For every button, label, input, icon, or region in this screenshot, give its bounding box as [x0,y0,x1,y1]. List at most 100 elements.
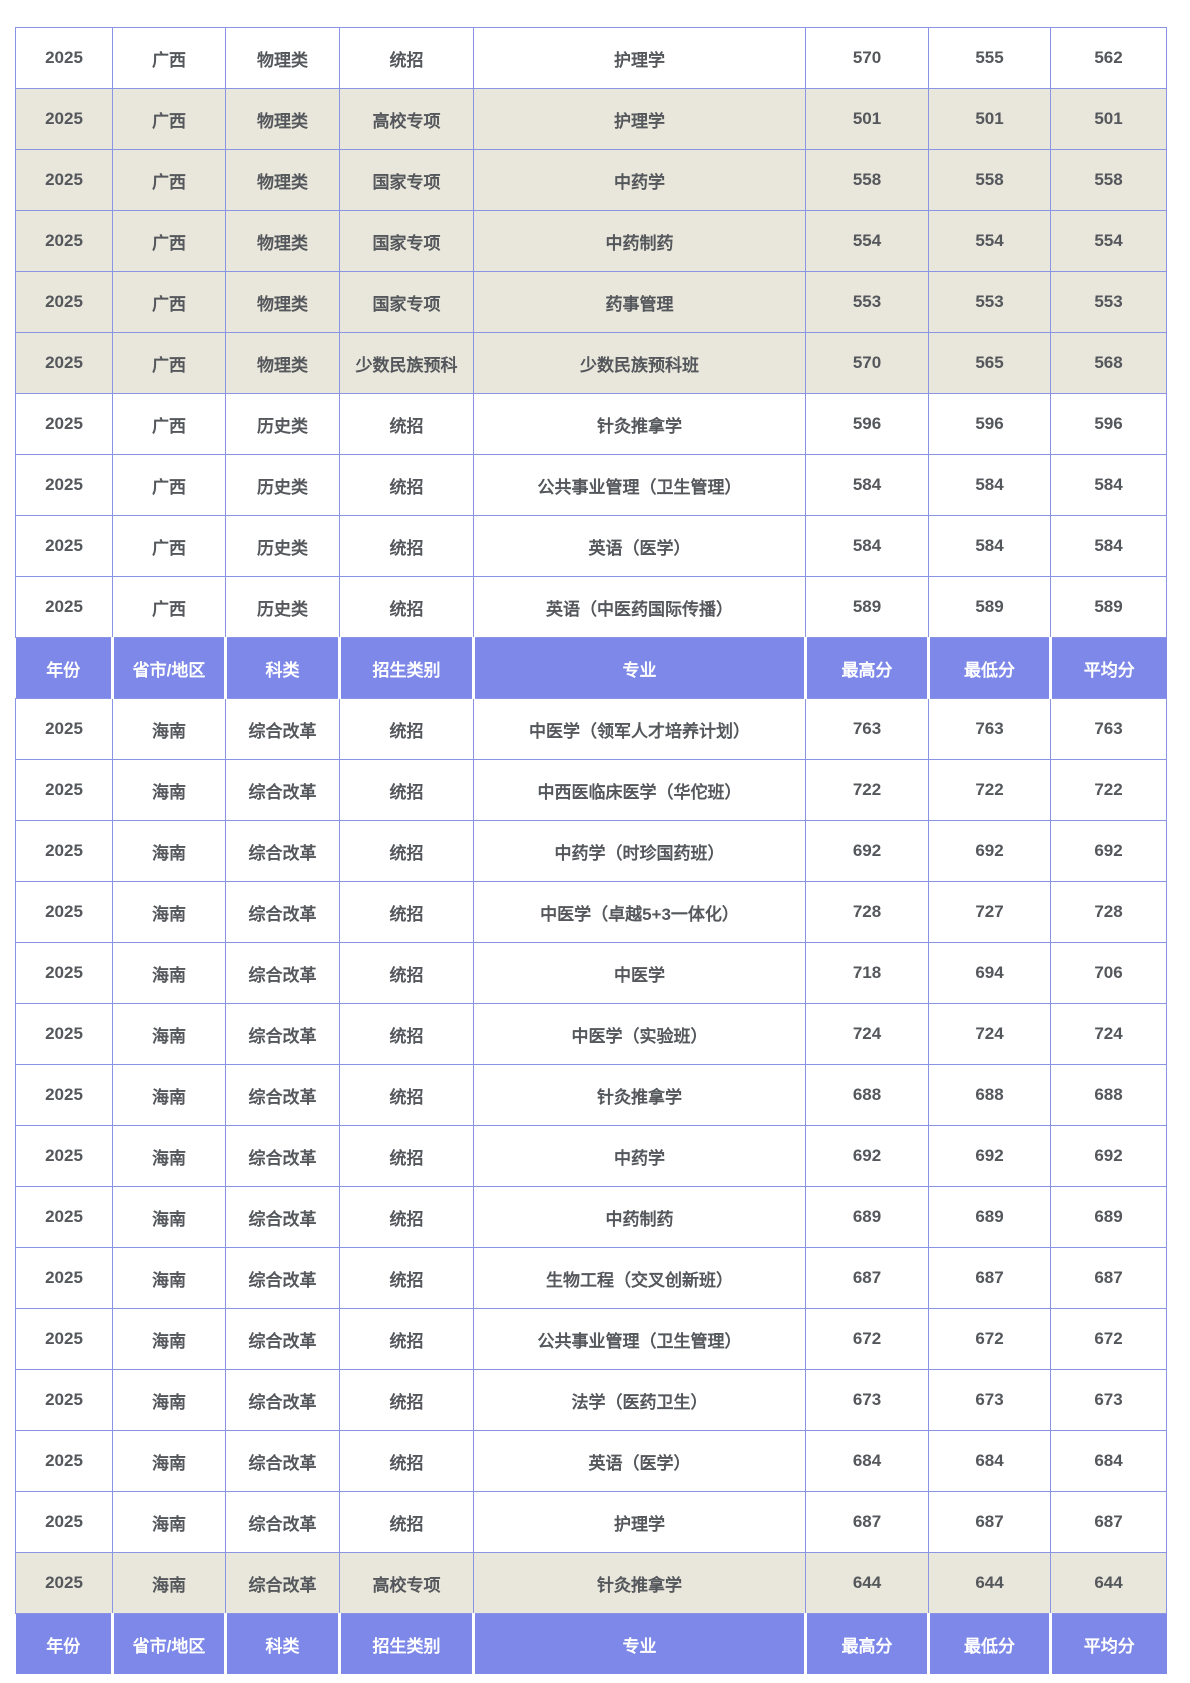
max-score-cell: 553 [805,271,929,333]
header-region: 省市/地区 [111,1613,226,1674]
max-score-cell: 687 [805,1247,929,1309]
max-score-cell: 688 [805,1064,929,1126]
min-score-cell: 763 [928,698,1051,760]
min-score-cell: 692 [928,820,1051,882]
header-admission-type: 招生类别 [338,637,474,699]
max-score-cell: 501 [805,88,929,150]
table-row: 2025 广西 物理类 国家专项 药事管理 553 553 553 [15,271,1167,333]
max-score-cell: 570 [805,27,929,89]
max-score-cell: 673 [805,1369,929,1431]
major-cell: 公共事业管理（卫生管理） [473,1308,806,1370]
min-score-cell: 589 [928,576,1051,638]
subject-category-cell: 综合改革 [225,942,340,1004]
region-cell: 广西 [112,393,226,455]
avg-score-cell: 687 [1050,1247,1167,1309]
admission-type-cell: 统招 [339,759,474,821]
avg-score-cell: 692 [1050,820,1167,882]
year-cell: 2025 [15,1491,113,1553]
year-cell: 2025 [15,271,113,333]
region-cell: 广西 [112,210,226,272]
subject-category-cell: 综合改革 [225,1125,340,1187]
min-score-cell: 644 [928,1552,1051,1614]
table-body: 2025 广西 物理类 统招 护理学 570 555 562 2025 广西 物… [15,27,1167,1674]
year-cell: 2025 [15,698,113,760]
table-row: 2025 海南 综合改革 统招 中药制药 689 689 689 [15,1186,1167,1248]
min-score-cell: 687 [928,1491,1051,1553]
year-cell: 2025 [15,759,113,821]
min-score-cell: 672 [928,1308,1051,1370]
admission-type-cell: 统招 [339,1003,474,1065]
header-avg-score: 平均分 [1049,1613,1167,1674]
min-score-cell: 554 [928,210,1051,272]
major-cell: 英语（医学） [473,1430,806,1492]
subject-category-cell: 综合改革 [225,1552,340,1614]
min-score-cell: 596 [928,393,1051,455]
max-score-cell: 692 [805,1125,929,1187]
avg-score-cell: 728 [1050,881,1167,943]
admission-type-cell: 统招 [339,1491,474,1553]
admission-type-cell: 统招 [339,698,474,760]
table-row: 2025 海南 综合改革 统招 护理学 687 687 687 [15,1491,1167,1553]
major-cell: 中医学（领军人才培养计划） [473,698,806,760]
min-score-cell: 565 [928,332,1051,394]
avg-score-cell: 558 [1050,149,1167,211]
table-header-row: 年份 省市/地区 科类 招生类别 专业 最高分 最低分 平均分 [15,637,1167,699]
table-row: 2025 广西 历史类 统招 英语（医学） 584 584 584 [15,515,1167,577]
min-score-cell: 555 [928,27,1051,89]
admission-type-cell: 统招 [339,881,474,943]
table-row: 2025 海南 综合改革 统招 中药学 692 692 692 [15,1125,1167,1187]
table-row: 2025 广西 物理类 少数民族预科 少数民族预科班 570 565 568 [15,332,1167,394]
year-cell: 2025 [15,1369,113,1431]
avg-score-cell: 724 [1050,1003,1167,1065]
subject-category-cell: 综合改革 [225,1247,340,1309]
major-cell: 护理学 [473,88,806,150]
max-score-cell: 644 [805,1552,929,1614]
major-cell: 护理学 [473,1491,806,1553]
subject-category-cell: 综合改革 [225,1491,340,1553]
table-row: 2025 海南 综合改革 统招 英语（医学） 684 684 684 [15,1430,1167,1492]
header-admission-type: 招生类别 [338,1613,474,1674]
table-row: 2025 广西 物理类 统招 护理学 570 555 562 [15,27,1167,89]
subject-category-cell: 物理类 [225,149,340,211]
year-cell: 2025 [15,1308,113,1370]
subject-category-cell: 综合改革 [225,820,340,882]
avg-score-cell: 689 [1050,1186,1167,1248]
year-cell: 2025 [15,88,113,150]
region-cell: 广西 [112,27,226,89]
max-score-cell: 763 [805,698,929,760]
table-row: 2025 海南 综合改革 统招 中医学（领军人才培养计划） 763 763 76… [15,698,1167,760]
major-cell: 中药制药 [473,1186,806,1248]
year-cell: 2025 [15,1125,113,1187]
year-cell: 2025 [15,515,113,577]
avg-score-cell: 684 [1050,1430,1167,1492]
region-cell: 海南 [112,1369,226,1431]
subject-category-cell: 历史类 [225,393,340,455]
min-score-cell: 684 [928,1430,1051,1492]
table-header-row: 年份 省市/地区 科类 招生类别 专业 最高分 最低分 平均分 [15,1613,1167,1674]
region-cell: 海南 [112,820,226,882]
year-cell: 2025 [15,1430,113,1492]
max-score-cell: 554 [805,210,929,272]
avg-score-cell: 692 [1050,1125,1167,1187]
year-cell: 2025 [15,1247,113,1309]
max-score-cell: 584 [805,515,929,577]
subject-category-cell: 综合改革 [225,1003,340,1065]
subject-category-cell: 物理类 [225,210,340,272]
region-cell: 海南 [112,881,226,943]
year-cell: 2025 [15,454,113,516]
admission-type-cell: 统招 [339,454,474,516]
header-major: 专业 [472,1613,806,1674]
admission-type-cell: 国家专项 [339,271,474,333]
admission-type-cell: 统招 [339,27,474,89]
major-cell: 中医学（实验班） [473,1003,806,1065]
region-cell: 广西 [112,332,226,394]
major-cell: 生物工程（交叉创新班） [473,1247,806,1309]
year-cell: 2025 [15,149,113,211]
year-cell: 2025 [15,942,113,1004]
subject-category-cell: 物理类 [225,88,340,150]
region-cell: 广西 [112,88,226,150]
region-cell: 海南 [112,1430,226,1492]
year-cell: 2025 [15,27,113,89]
admission-type-cell: 少数民族预科 [339,332,474,394]
